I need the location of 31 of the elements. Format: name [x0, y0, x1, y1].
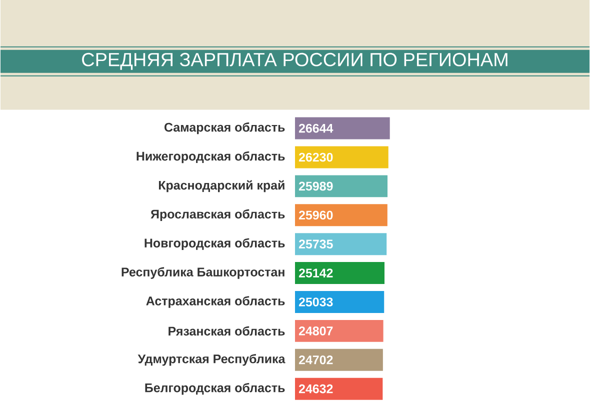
bar: [295, 290, 384, 313]
data-label: 25142: [298, 268, 333, 278]
data-label: 25033: [298, 297, 333, 306]
y-tick-label: Белгородская область: [145, 382, 285, 395]
data-label: 26644: [298, 124, 334, 133]
y-tick-label: Нижегородская область: [136, 151, 285, 163]
y-tick-label: Новгородская область: [144, 238, 285, 250]
bar: [295, 262, 384, 284]
data-label: 25735: [298, 240, 333, 248]
data-label: 25960: [298, 210, 333, 220]
y-tick-label: Рязанская область: [168, 326, 285, 336]
y-tick-label: Республика Башкортостан: [122, 267, 284, 279]
y-tick-label: Удмуртская Республика: [138, 354, 286, 366]
data-label: 24632: [298, 384, 333, 394]
y-tick-label: Самарская область: [164, 122, 285, 134]
bar: [295, 117, 390, 140]
data-label: 24807: [298, 326, 333, 336]
bar: [295, 204, 388, 226]
y-tick-label: Астраханская область: [146, 296, 285, 308]
data-label: 24702: [298, 355, 333, 364]
y-tick-label: Краснодарский край: [158, 180, 284, 192]
bar: [295, 378, 383, 400]
y-tick-label: Ярославская область: [150, 209, 285, 221]
bar: [295, 348, 383, 371]
bar: [295, 232, 387, 255]
data-label: 26230: [298, 152, 333, 162]
data-label: 25989: [298, 182, 333, 190]
bar: [295, 320, 384, 342]
bar: [295, 146, 388, 168]
chart-title: СРЕДНЯЯ ЗАРПЛАТА РОССИИ ПО РЕГИОНАМ: [82, 52, 508, 70]
bar: [295, 175, 388, 198]
